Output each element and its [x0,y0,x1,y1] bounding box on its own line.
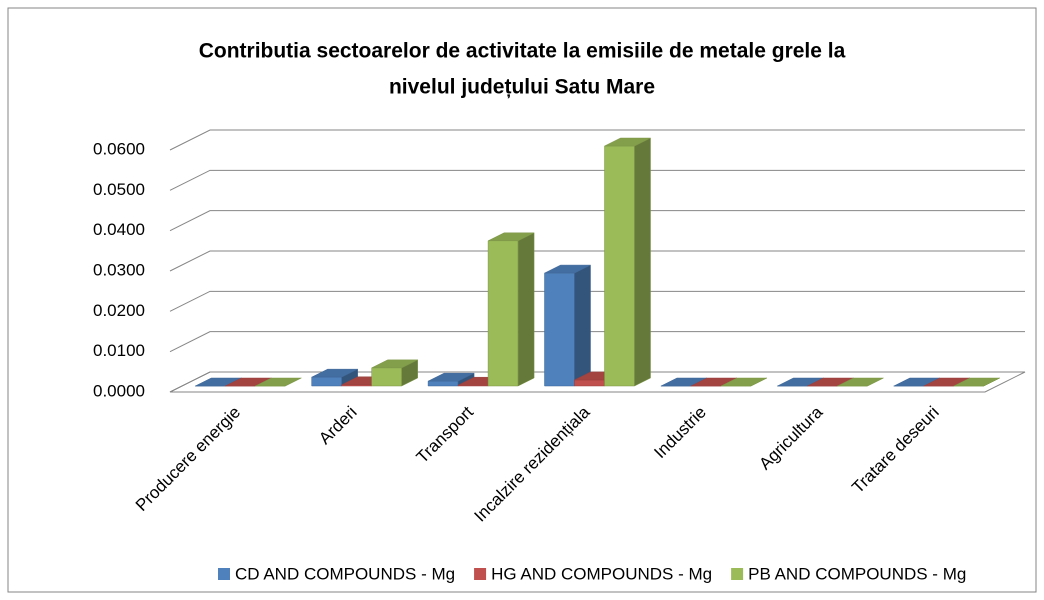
bar-front [604,145,635,387]
grid-line [169,129,1025,151]
bar-side [517,232,535,387]
grid-line [169,169,1025,191]
legend-label: HG AND COMPOUNDS - Mg [491,564,712,583]
bar-top [427,372,475,382]
bar-side [634,137,651,387]
legend-swatch [218,568,230,580]
bar-front [544,272,575,387]
bar-top [604,137,651,147]
grid-line [169,371,1025,393]
bar-front [371,367,402,387]
y-tick-label: 0.0600 [93,139,145,158]
y-tick-label: 0.0500 [93,180,145,199]
y-tick-label: 0.0200 [93,301,145,320]
grid-line [169,331,1025,353]
bar-front [427,380,459,387]
bar-side [574,264,591,387]
legend-swatch [731,568,744,580]
y-tick-label: 0.0300 [93,260,145,279]
grid-line [169,210,1025,232]
bar-top [311,368,358,378]
bar [371,359,418,387]
legend-label: PB AND COMPOUNDS - Mg [748,564,966,583]
bar [427,372,475,387]
bar-front [311,376,342,387]
bar [255,377,302,387]
bar-front [574,379,605,387]
bar-front [487,240,519,387]
y-tick-label: 0.0400 [93,220,145,239]
bar-top [255,377,302,387]
grid-line [169,250,1025,272]
bar-top [487,232,535,242]
legend-label: CD AND COMPOUNDS - Mg [235,564,455,583]
bar-top [544,264,591,274]
chart-title: Contributia sectoarelor de activitate la… [199,40,846,63]
bar-top [953,377,1000,387]
bar-top [371,359,418,369]
bar [544,264,591,387]
chart-title: nivelul județului Satu Mare [389,76,655,99]
grid-line [169,290,1025,312]
legend-swatch [474,568,487,580]
bar-top [837,377,884,387]
y-tick-label: 0.0100 [93,341,145,360]
bar [837,377,884,387]
bar [953,377,1000,387]
bar [720,377,768,387]
bar [604,137,651,387]
y-tick-label: 0.0000 [93,381,145,400]
bar-top [720,377,768,387]
bar [487,232,535,387]
